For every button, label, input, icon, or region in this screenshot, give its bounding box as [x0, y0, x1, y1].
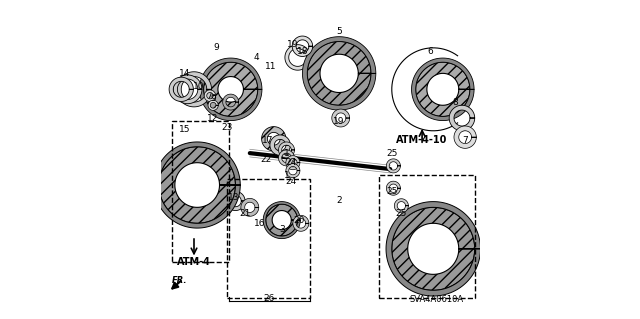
Polygon shape — [177, 72, 212, 107]
Polygon shape — [278, 150, 294, 166]
Polygon shape — [226, 191, 245, 211]
Text: 19: 19 — [287, 40, 299, 49]
Text: 4: 4 — [253, 53, 259, 62]
Polygon shape — [204, 90, 216, 101]
Text: 20: 20 — [294, 216, 305, 225]
Text: 1: 1 — [284, 149, 289, 158]
Polygon shape — [387, 181, 401, 195]
Text: 25: 25 — [386, 149, 397, 158]
Polygon shape — [278, 142, 294, 158]
Text: 22: 22 — [260, 155, 271, 164]
Text: 3: 3 — [279, 225, 285, 234]
Polygon shape — [262, 127, 286, 151]
Text: 23: 23 — [222, 123, 233, 132]
Text: 9: 9 — [214, 43, 219, 52]
Text: SVA4A0610A: SVA4A0610A — [410, 295, 463, 304]
Polygon shape — [394, 199, 408, 213]
Text: 21: 21 — [239, 209, 251, 218]
Polygon shape — [200, 58, 262, 121]
Text: 13: 13 — [228, 193, 239, 202]
Polygon shape — [293, 215, 309, 231]
Polygon shape — [387, 159, 401, 173]
Polygon shape — [286, 156, 300, 170]
Polygon shape — [292, 36, 313, 56]
Text: 9: 9 — [211, 94, 216, 103]
Text: 11: 11 — [265, 63, 276, 71]
Text: 24: 24 — [285, 158, 297, 167]
Text: 25: 25 — [396, 209, 407, 218]
Text: 8: 8 — [452, 98, 458, 107]
Text: 14: 14 — [179, 69, 190, 78]
Text: 15: 15 — [179, 125, 190, 134]
Polygon shape — [416, 62, 470, 116]
Bar — [227, 179, 310, 298]
Text: 6: 6 — [427, 47, 433, 56]
Bar — [379, 175, 475, 298]
Text: 7: 7 — [462, 136, 468, 145]
Text: ATM-4: ATM-4 — [177, 256, 211, 267]
Polygon shape — [266, 204, 298, 236]
Polygon shape — [154, 142, 240, 228]
Text: 26: 26 — [263, 294, 275, 303]
Text: 18: 18 — [297, 47, 308, 56]
Polygon shape — [412, 58, 474, 121]
Polygon shape — [303, 37, 376, 110]
Polygon shape — [392, 207, 475, 290]
Polygon shape — [285, 45, 310, 70]
Text: 2: 2 — [337, 197, 342, 205]
Polygon shape — [270, 135, 291, 155]
Polygon shape — [263, 202, 300, 239]
Polygon shape — [307, 41, 371, 105]
Polygon shape — [241, 198, 259, 216]
Text: FR.: FR. — [172, 276, 188, 285]
Text: ATM-4-10: ATM-4-10 — [396, 135, 448, 145]
Polygon shape — [204, 62, 258, 116]
Text: 1: 1 — [284, 171, 289, 180]
Polygon shape — [454, 126, 476, 148]
Polygon shape — [169, 77, 193, 101]
Text: 19: 19 — [333, 117, 345, 126]
Polygon shape — [223, 94, 239, 110]
Text: 24: 24 — [285, 177, 297, 186]
Text: 25: 25 — [386, 187, 397, 196]
Polygon shape — [159, 147, 236, 223]
Polygon shape — [332, 109, 349, 127]
Text: 17: 17 — [262, 136, 273, 145]
Text: 5: 5 — [336, 27, 342, 36]
Text: 10: 10 — [193, 82, 205, 91]
Polygon shape — [173, 75, 202, 104]
Polygon shape — [286, 164, 300, 178]
Polygon shape — [208, 100, 218, 110]
Polygon shape — [386, 202, 481, 296]
Polygon shape — [449, 105, 475, 131]
Bar — [172, 121, 229, 262]
Text: 16: 16 — [253, 219, 265, 228]
Text: 12: 12 — [207, 114, 219, 122]
